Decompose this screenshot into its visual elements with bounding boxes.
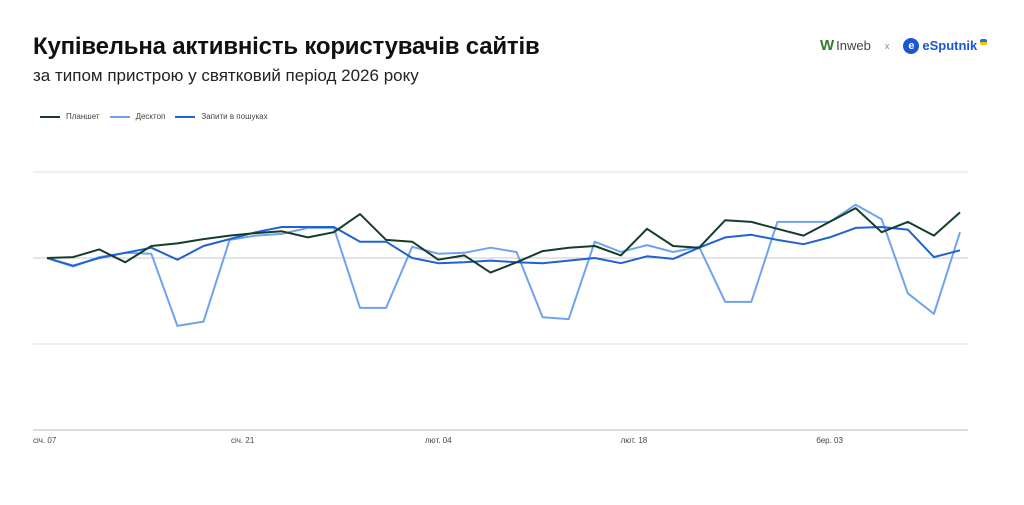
legend-swatch xyxy=(109,115,130,118)
legend-swatch xyxy=(40,115,60,118)
legend-label: Запити в пошуках xyxy=(201,112,268,121)
legend-swatch xyxy=(175,115,196,118)
legend-item-desktop[interactable]: Десктоп xyxy=(109,112,166,121)
partner-logos: W Inweb x e eSputnik xyxy=(820,37,988,54)
legend-item-search[interactable]: Запити в пошуках xyxy=(175,112,268,121)
esputnik-logo-text: eSputnik xyxy=(922,38,978,53)
series-line-2 xyxy=(46,226,961,267)
inweb-logo-text: Inweb xyxy=(836,38,871,53)
esputnik-logo: e eSputnik xyxy=(903,37,988,54)
legend: Планшет Десктоп Запити в пошуках xyxy=(40,112,268,121)
legend-label: Планшет xyxy=(66,112,100,121)
ukraine-heart-icon xyxy=(980,38,988,45)
legend-label: Десктоп xyxy=(135,112,166,121)
esputnik-e-icon: e xyxy=(903,37,920,54)
x-tick-label: січ. 21 xyxy=(231,436,255,445)
inweb-logo: W Inweb xyxy=(820,37,871,54)
logo-separator: x xyxy=(884,40,890,51)
x-tick-label: лют. 18 xyxy=(621,436,648,445)
x-tick-label: лют. 04 xyxy=(425,436,452,445)
series-line-0 xyxy=(46,207,961,274)
x-tick-label: бер. 03 xyxy=(816,436,843,445)
inweb-w-icon: W xyxy=(820,37,835,54)
chart-subtitle: за типом пристрою у святковий період 202… xyxy=(33,66,419,85)
legend-item-tablet[interactable]: Планшет xyxy=(40,112,100,121)
series-line-1 xyxy=(46,203,961,327)
chart-title: Купівельна активність користувачів сайті… xyxy=(33,33,540,60)
x-tick-label: січ. 07 xyxy=(33,436,57,445)
